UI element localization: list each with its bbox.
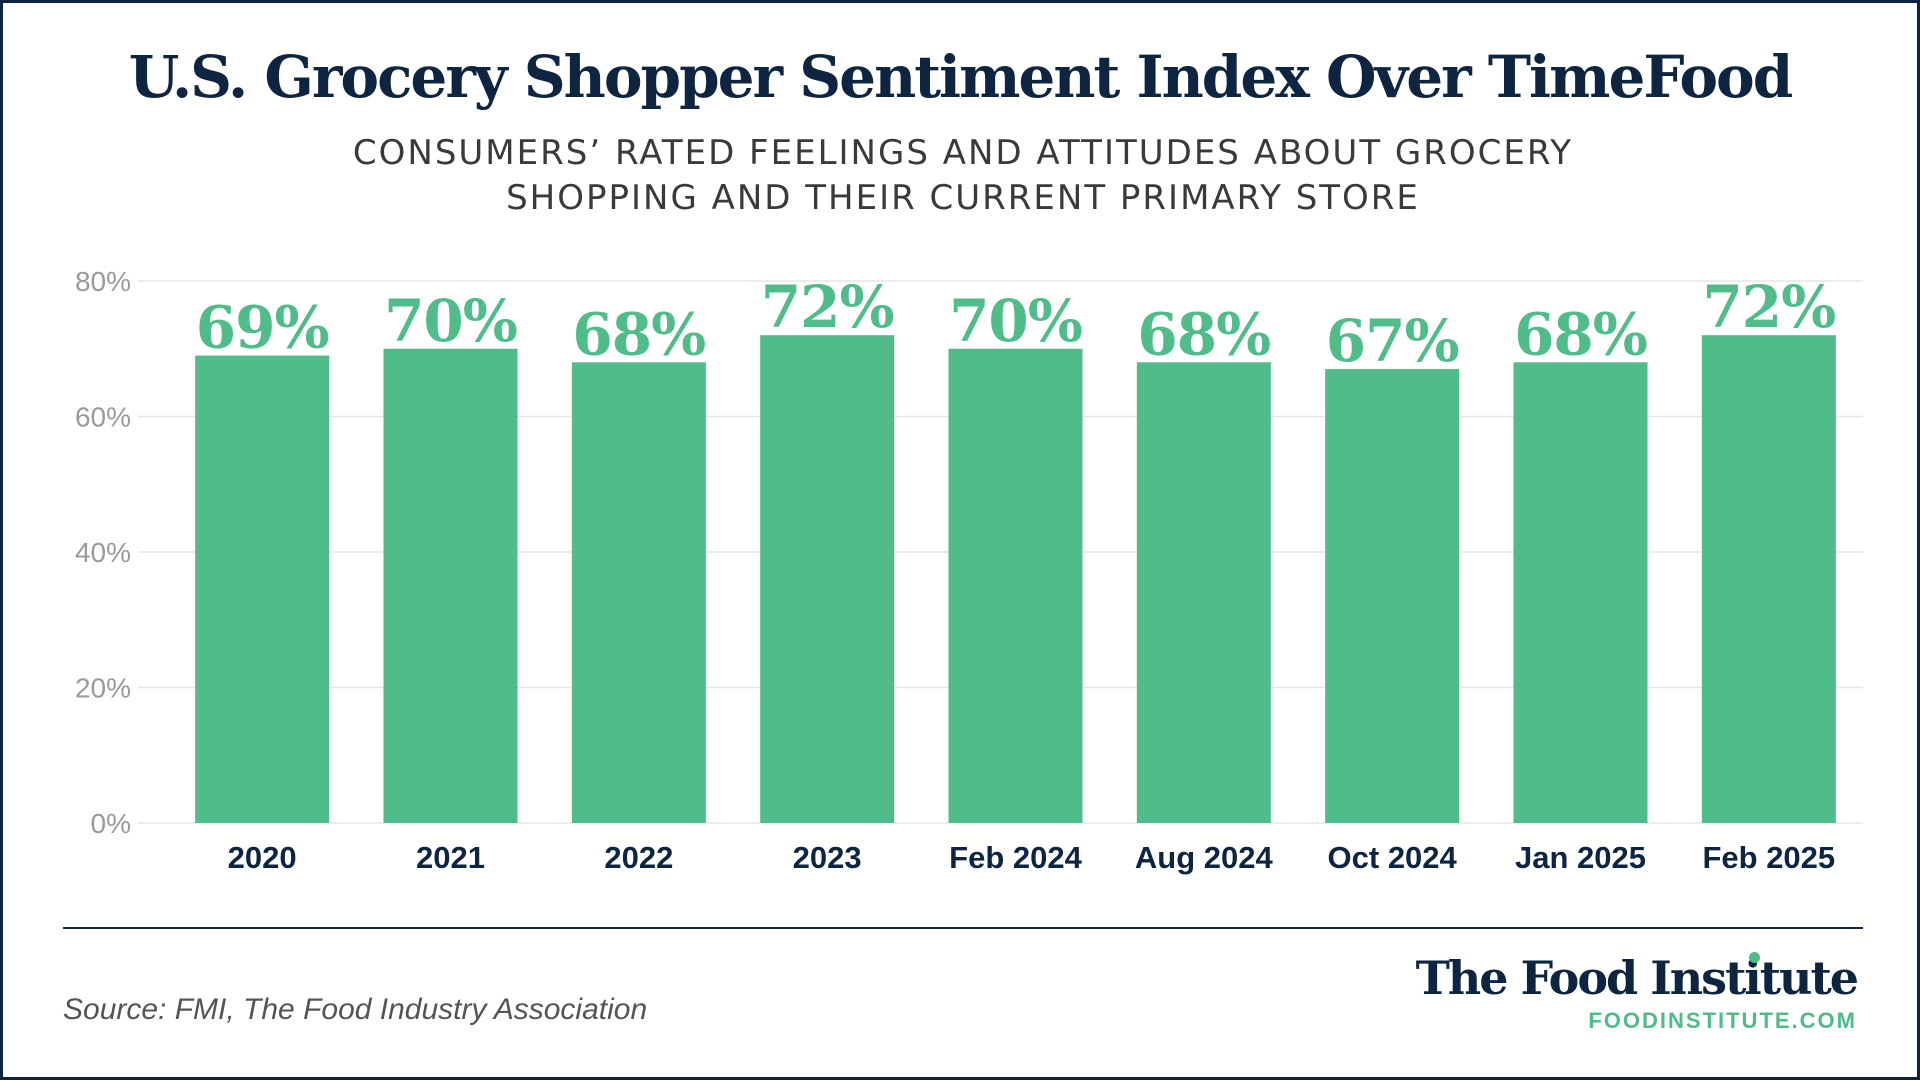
- bar-chart: 0% 20% 40% 60% 80% 69% 70% 68% 72% 70% 68% 67% 68% 7…: [75, 266, 1863, 875]
- bar: [1325, 369, 1460, 823]
- source-note: Source: FMI, The Food Industry Associati…: [63, 993, 648, 1026]
- x-tick-label: Feb 2025: [1702, 840, 1835, 875]
- y-tick-label: 60%: [75, 402, 131, 433]
- y-tick-label: 20%: [75, 673, 131, 704]
- y-axis-ticks: 0% 20% 40% 60% 80%: [75, 266, 131, 839]
- bar: [383, 348, 518, 823]
- data-label: 68%: [1514, 300, 1647, 368]
- bar: [1701, 335, 1836, 823]
- x-tick-label: Feb 2024: [949, 840, 1082, 875]
- brand-dot-icon: [1749, 952, 1760, 963]
- bars: [195, 335, 1836, 823]
- x-tick-label: Jan 2025: [1515, 840, 1646, 875]
- y-tick-label: 0%: [91, 808, 131, 839]
- x-axis-ticks: 2020 2021 2022 2023 Feb 2024 Aug 2024 Oct 2024…: [228, 840, 1836, 875]
- x-tick-label: 2020: [228, 840, 297, 875]
- x-tick-label: 2022: [604, 840, 673, 875]
- chart-subtitle: CONSUMERS’ RATED FEELINGS AND ATTITUDES …: [352, 133, 1574, 218]
- brand-logo: The Food Institute FOODINSTITUTE.COM: [1415, 948, 1859, 1034]
- brand-name: The Food Institute: [1415, 951, 1859, 1005]
- bar: [1513, 362, 1648, 823]
- x-tick-label: 2021: [416, 840, 485, 875]
- y-tick-label: 80%: [75, 266, 131, 297]
- data-label: 72%: [761, 273, 894, 341]
- data-label: 68%: [1137, 300, 1270, 368]
- bar: [1136, 362, 1271, 823]
- chart-title: U.S. Grocery Shopper Sentiment Index Ove…: [128, 43, 1794, 111]
- data-label: 70%: [384, 287, 517, 355]
- x-tick-label: Oct 2024: [1328, 840, 1458, 875]
- footer-divider: [63, 927, 1863, 929]
- x-tick-label: 2023: [793, 840, 862, 875]
- data-label: 72%: [1702, 273, 1835, 341]
- bar: [195, 355, 330, 823]
- bar: [948, 348, 1083, 823]
- data-labels: 69% 70% 68% 72% 70% 68% 67% 68% 72%: [196, 273, 1836, 375]
- data-label: 69%: [196, 294, 329, 362]
- bar: [760, 335, 895, 823]
- data-label: 67%: [1326, 307, 1459, 375]
- bar: [571, 362, 706, 823]
- x-tick-label: Aug 2024: [1135, 840, 1274, 875]
- y-tick-label: 40%: [75, 537, 131, 568]
- data-label: 68%: [572, 300, 705, 368]
- data-label: 70%: [949, 287, 1082, 355]
- brand-url: FOODINSTITUTE.COM: [1588, 1008, 1857, 1033]
